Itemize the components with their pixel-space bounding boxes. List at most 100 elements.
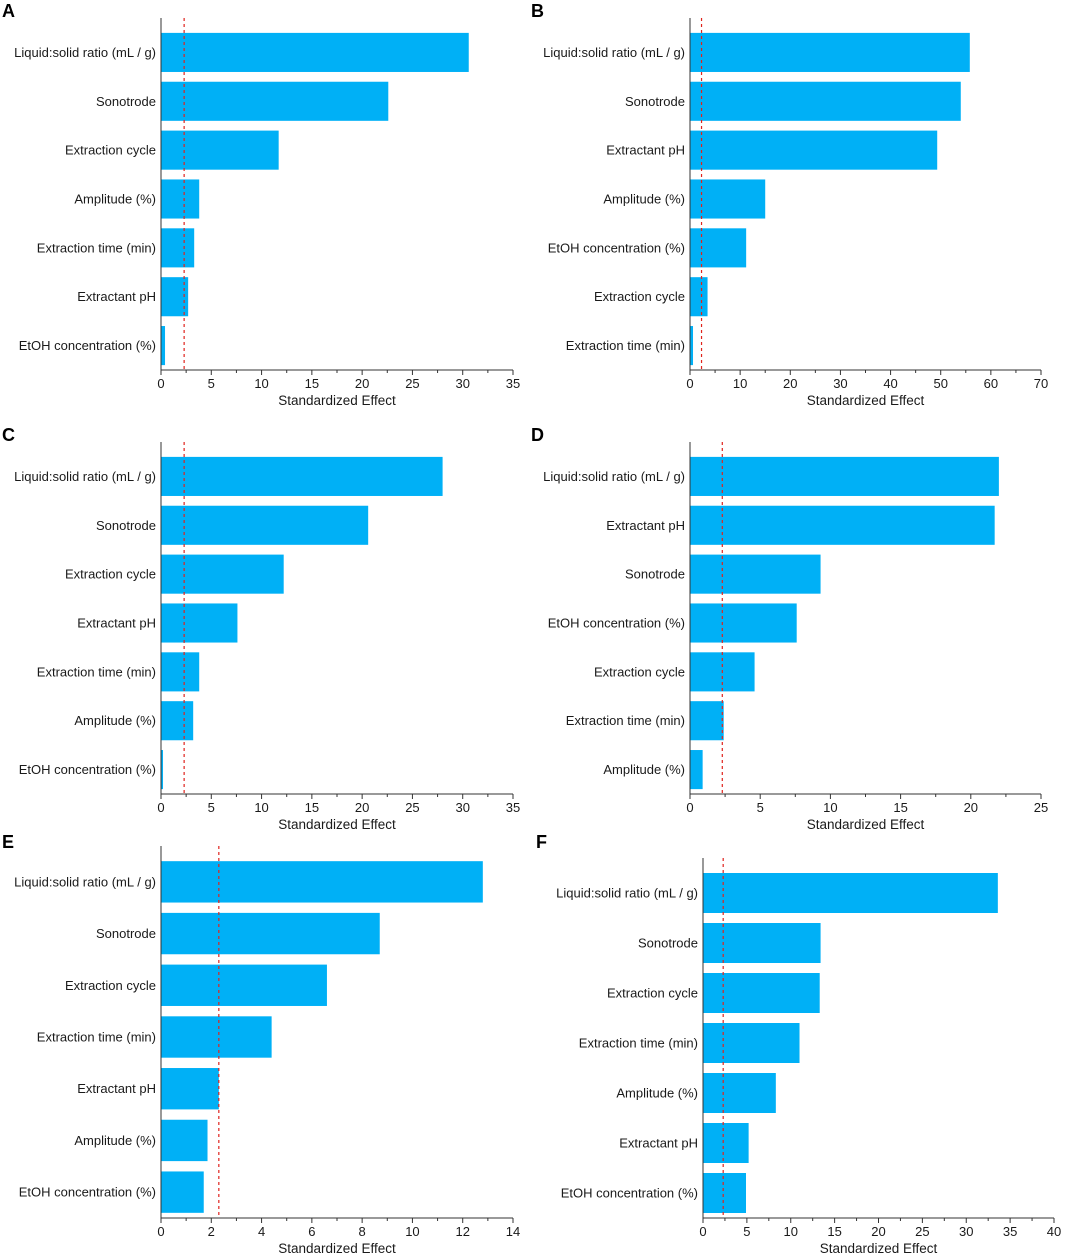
panel-letter-c: C [2, 425, 15, 445]
category-label-a-3: Extraction cycle [65, 143, 156, 158]
bar-a-3 [161, 130, 279, 170]
category-label-f-6: Extractant pH [619, 1136, 698, 1151]
x-tick-label-f-0: 0 [699, 1224, 706, 1239]
category-label-c-1: Liquid:solid ratio (mL / g) [14, 469, 156, 484]
x-tick-label-c-4: 20 [355, 800, 369, 815]
category-label-b-3: Extractant pH [606, 143, 685, 158]
bar-b-2 [690, 81, 961, 121]
x-tick-label-c-0: 0 [157, 800, 164, 815]
bar-a-7 [161, 326, 166, 366]
x-tick-label-c-6: 30 [455, 800, 469, 815]
x-tick-label-b-4: 40 [883, 376, 897, 391]
x-tick-label-d-4: 20 [964, 800, 978, 815]
x-tick-label-b-1: 10 [733, 376, 747, 391]
chart-panel-e: E Liquid:solid ratio (mL / g) Sonotrode Ext… [2, 832, 520, 1255]
bar-c-6 [161, 701, 194, 741]
category-label-a-5: Extraction time (min) [37, 240, 156, 255]
category-label-a-4: Amplitude (%) [74, 192, 156, 207]
category-label-d-7: Amplitude (%) [603, 762, 685, 777]
bar-e-1 [161, 861, 483, 903]
bar-b-7 [690, 326, 694, 366]
bar-c-2 [161, 505, 369, 545]
x-tick-label-a-2: 10 [254, 376, 268, 391]
category-label-a-7: EtOH concentration (%) [19, 338, 156, 353]
bar-b-6 [690, 277, 708, 317]
category-label-f-4: Extraction time (min) [579, 1036, 698, 1051]
bar-c-5 [161, 652, 200, 692]
x-tick-label-b-6: 60 [984, 376, 998, 391]
bar-e-6 [161, 1119, 208, 1162]
bar-d-1 [690, 456, 999, 496]
x-tick-label-f-3: 15 [827, 1224, 841, 1239]
chart-panel-a: A Liquid:solid ratio (mL / g) Sonotrode Ext… [2, 1, 520, 408]
category-label-e-5: Extractant pH [77, 1081, 156, 1096]
bar-d-2 [690, 505, 995, 545]
category-label-f-2: Sonotrode [638, 936, 698, 951]
category-label-e-2: Sonotrode [96, 926, 156, 941]
chart-panel-f: F Liquid:solid ratio (mL / g) Sonotrode Ext… [536, 832, 1061, 1255]
x-tick-label-c-5: 25 [405, 800, 419, 815]
chart-panel-c: C Liquid:solid ratio (mL / g) Sonotrode Ext… [2, 425, 520, 832]
category-label-f-3: Extraction cycle [607, 986, 698, 1001]
bar-a-2 [161, 81, 389, 121]
panel-letter-a: A [2, 1, 15, 21]
category-label-c-6: Amplitude (%) [74, 713, 156, 728]
category-label-b-7: Extraction time (min) [566, 338, 685, 353]
chart-panel-b: B Liquid:solid ratio (mL / g) Sonotrode Ext… [531, 1, 1048, 408]
category-label-f-5: Amplitude (%) [616, 1086, 698, 1101]
x-tick-label-a-6: 30 [455, 376, 469, 391]
category-label-b-6: Extraction cycle [594, 289, 685, 304]
x-tick-label-d-5: 25 [1034, 800, 1048, 815]
x-tick-label-a-3: 15 [305, 376, 319, 391]
x-axis-title-c: Standardized Effect [278, 817, 396, 832]
x-tick-label-f-8: 40 [1047, 1224, 1061, 1239]
category-label-d-5: Extraction cycle [594, 664, 685, 679]
bar-f-1 [703, 873, 998, 913]
category-label-e-3: Extraction cycle [65, 978, 156, 993]
category-label-c-7: EtOH concentration (%) [19, 762, 156, 777]
x-tick-label-c-3: 15 [305, 800, 319, 815]
bar-d-7 [690, 750, 703, 790]
x-tick-label-e-6: 12 [455, 1224, 469, 1239]
category-label-e-4: Extraction time (min) [37, 1030, 156, 1045]
x-tick-label-b-2: 20 [783, 376, 797, 391]
category-label-f-7: EtOH concentration (%) [561, 1186, 698, 1201]
bar-f-3 [703, 973, 820, 1013]
bar-d-3 [690, 554, 821, 594]
x-tick-label-c-2: 10 [254, 800, 268, 815]
category-label-f-1: Liquid:solid ratio (mL / g) [556, 886, 698, 901]
x-tick-label-f-2: 10 [784, 1224, 798, 1239]
bar-a-4 [161, 179, 200, 219]
x-tick-label-d-2: 10 [823, 800, 837, 815]
category-label-d-6: Extraction time (min) [566, 713, 685, 728]
x-tick-label-a-5: 25 [405, 376, 419, 391]
x-tick-label-a-0: 0 [157, 376, 164, 391]
x-tick-label-e-3: 6 [308, 1224, 315, 1239]
category-label-b-4: Amplitude (%) [603, 192, 685, 207]
bar-f-6 [703, 1123, 749, 1163]
panel-letter-d: D [531, 425, 544, 445]
x-axis-title-e: Standardized Effect [278, 1241, 396, 1255]
bar-e-7 [161, 1171, 204, 1213]
panel-letter-e: E [2, 832, 14, 852]
category-label-c-2: Sonotrode [96, 518, 156, 533]
category-label-d-3: Sonotrode [625, 567, 685, 582]
category-label-a-2: Sonotrode [96, 94, 156, 109]
x-tick-label-b-0: 0 [686, 376, 693, 391]
x-tick-label-f-6: 30 [959, 1224, 973, 1239]
bar-e-2 [161, 912, 380, 955]
x-tick-label-e-5: 10 [405, 1224, 419, 1239]
bar-e-3 [161, 964, 327, 1006]
bar-b-4 [690, 179, 766, 219]
x-axis-title-d: Standardized Effect [807, 817, 925, 832]
x-tick-label-e-4: 8 [359, 1224, 366, 1239]
bar-d-6 [690, 701, 724, 741]
category-label-b-5: EtOH concentration (%) [548, 240, 685, 255]
panel-letter-b: B [531, 1, 544, 21]
category-label-c-3: Extraction cycle [65, 567, 156, 582]
x-tick-label-c-1: 5 [208, 800, 215, 815]
x-axis-title-f: Standardized Effect [820, 1241, 938, 1255]
category-label-b-1: Liquid:solid ratio (mL / g) [543, 45, 685, 60]
category-label-d-1: Liquid:solid ratio (mL / g) [543, 469, 685, 484]
category-label-d-4: EtOH concentration (%) [548, 616, 685, 631]
